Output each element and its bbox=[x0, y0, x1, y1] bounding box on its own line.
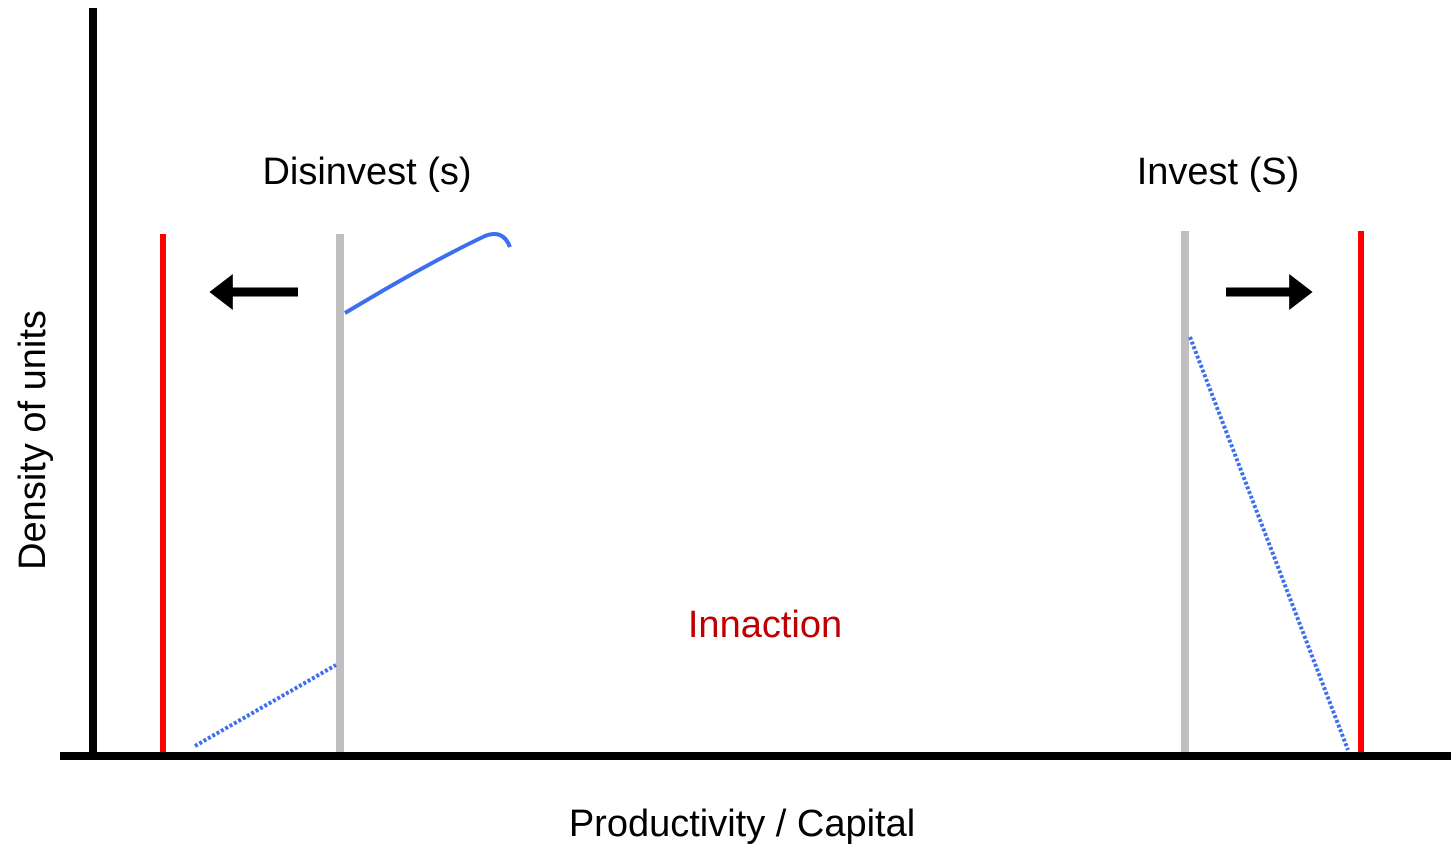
y-axis-label: Density of units bbox=[12, 310, 54, 570]
x-axis-label: Productivity / Capital bbox=[569, 803, 915, 845]
density-dotted bbox=[194, 663, 337, 748]
density-dotted bbox=[1188, 336, 1350, 751]
inaction-label: Innaction bbox=[688, 604, 842, 646]
density-curve bbox=[343, 232, 512, 315]
invest-label: Invest (S) bbox=[1137, 151, 1300, 193]
disinvest-label: Disinvest (s) bbox=[262, 151, 471, 193]
